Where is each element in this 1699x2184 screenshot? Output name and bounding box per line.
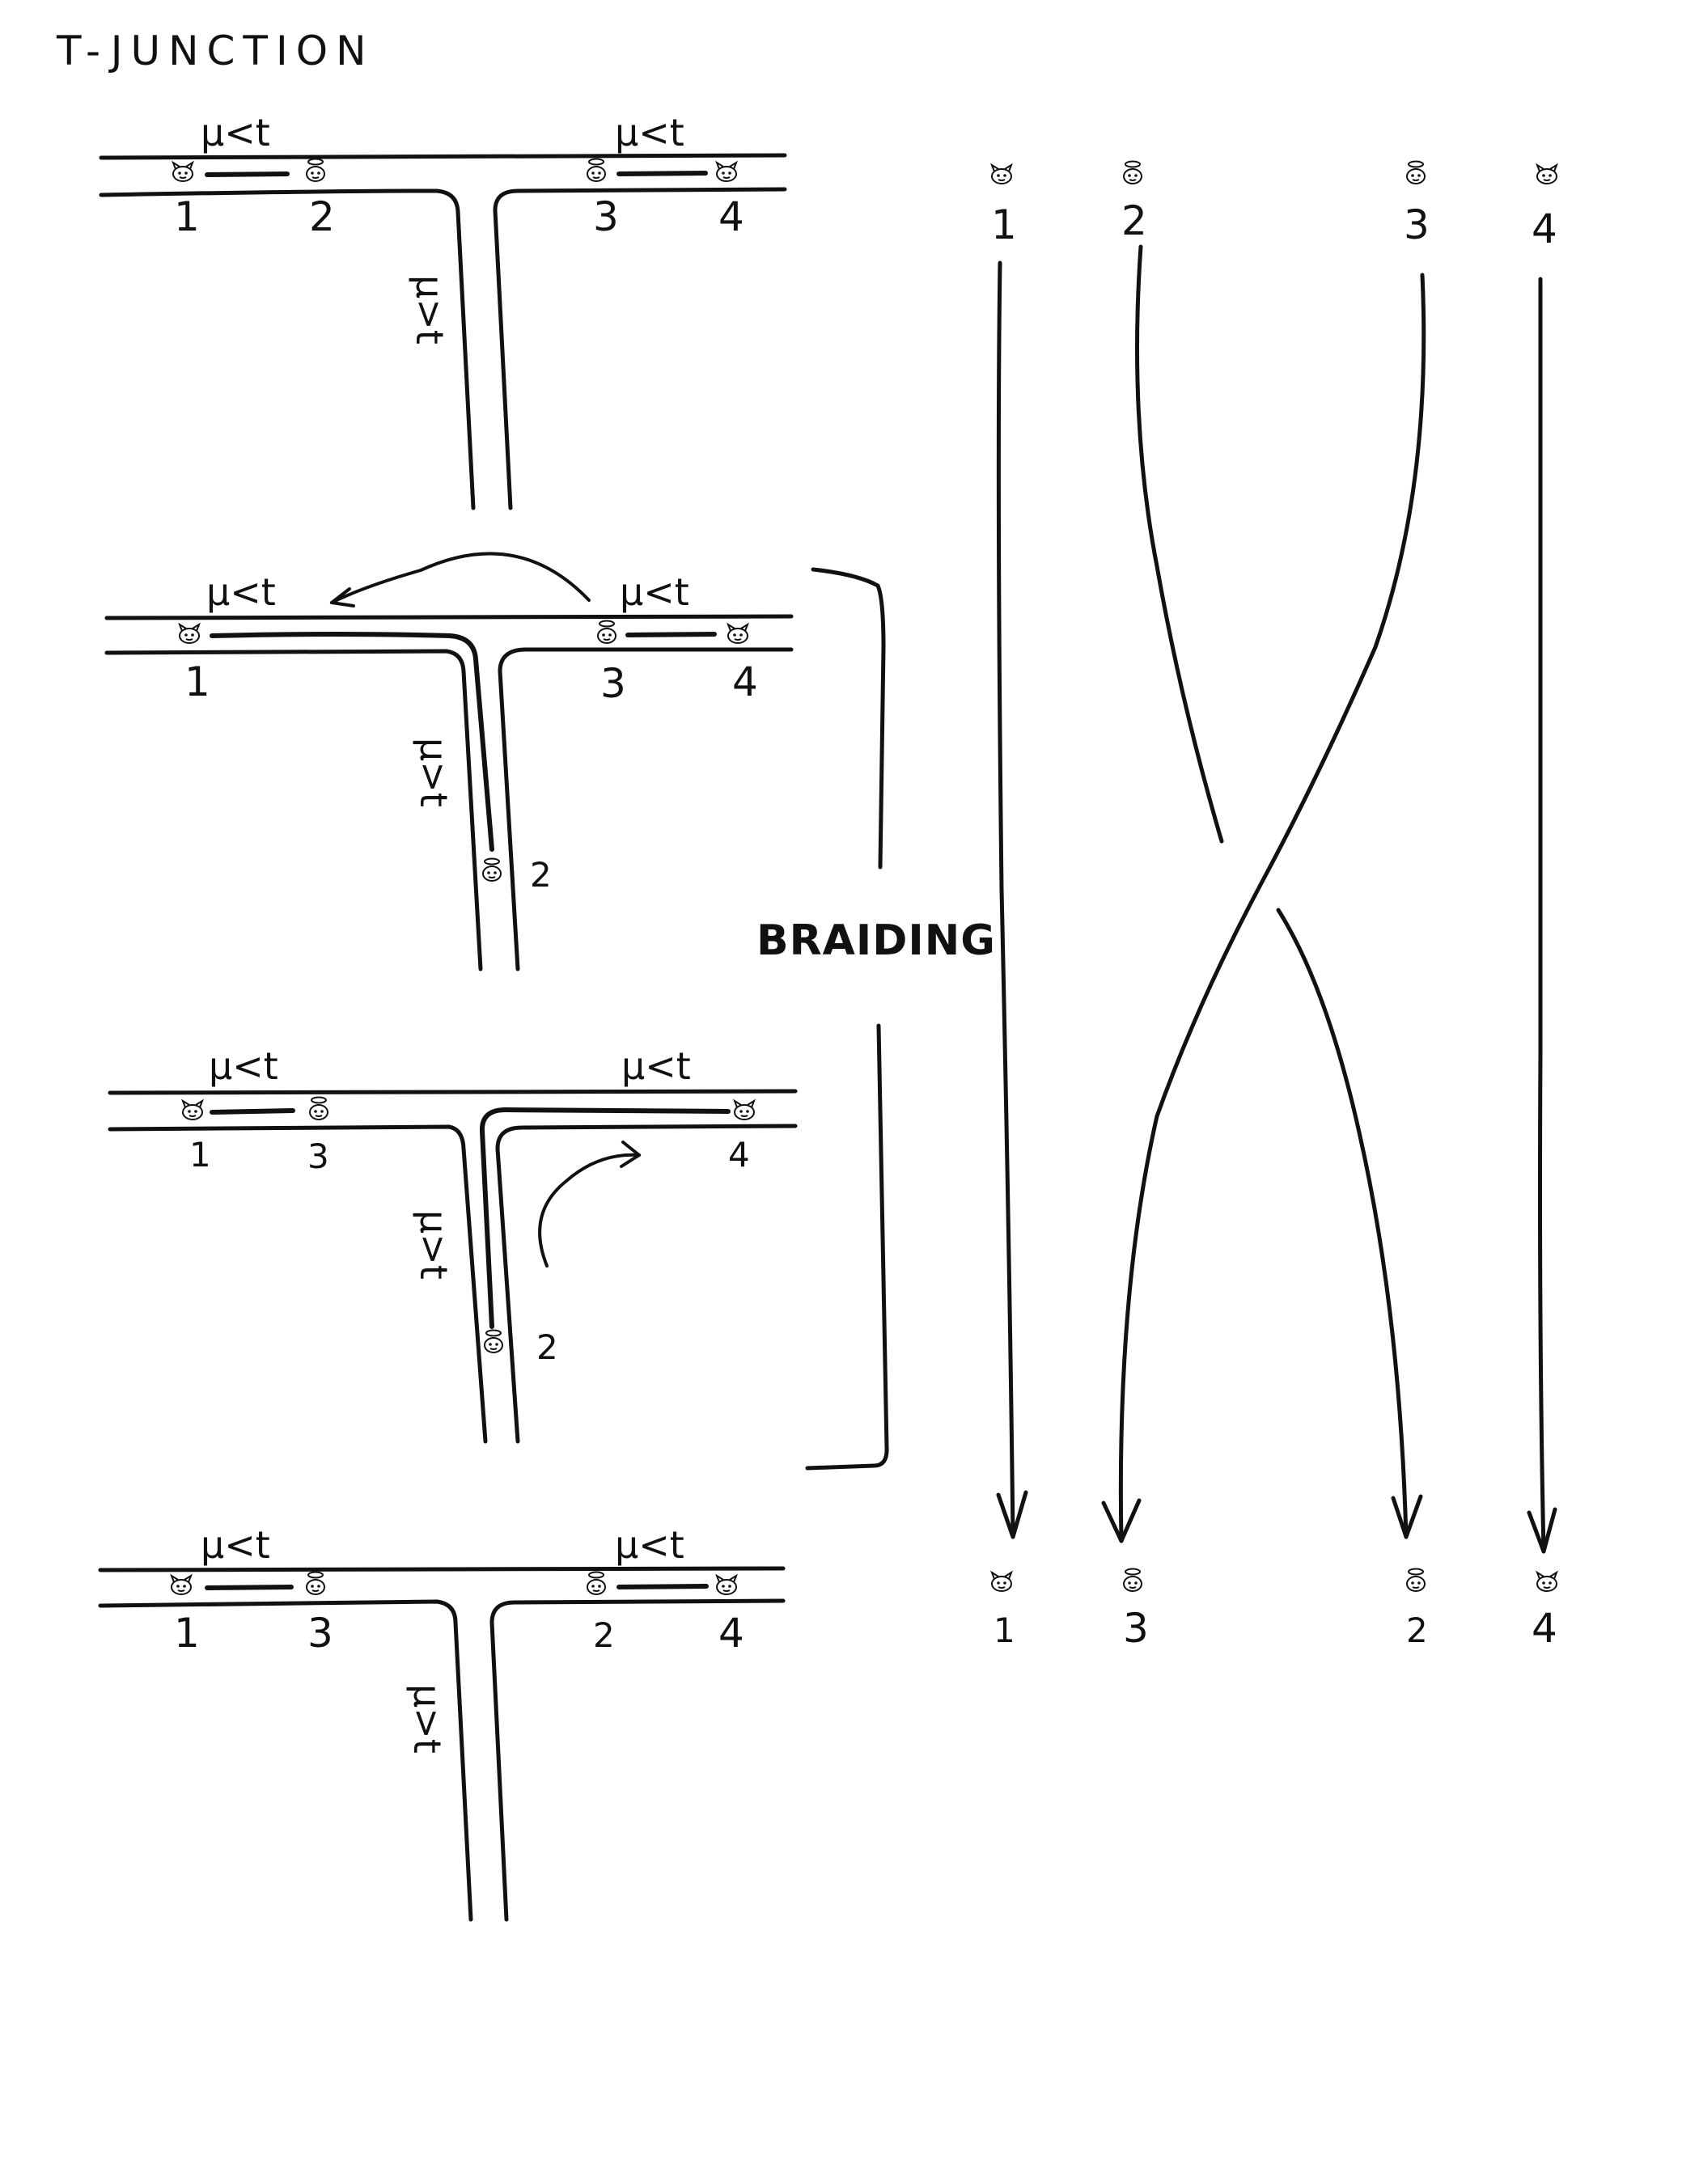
braid-arrowhead bbox=[1527, 1507, 1557, 1554]
wire-number: 4 bbox=[718, 1610, 744, 1657]
wire-number: 3 bbox=[307, 1610, 333, 1657]
devil-face-icon bbox=[172, 162, 193, 182]
devil-face-icon bbox=[734, 1100, 755, 1120]
braid-top-number: 4 bbox=[1532, 205, 1557, 252]
braid-top-number: 2 bbox=[1121, 197, 1147, 244]
angel-face-icon bbox=[306, 1571, 325, 1595]
panel-1-wire-shape bbox=[99, 153, 787, 510]
wire-number: 1 bbox=[174, 193, 200, 240]
braid-strand-2 bbox=[1135, 244, 1224, 844]
devil-face-icon bbox=[716, 162, 737, 182]
panel-3-left-condition: μ<t bbox=[209, 1044, 278, 1088]
panel-1: μ<t μ<t μ>t 1 2 3 4 bbox=[99, 111, 787, 510]
panel-2-wire-shape bbox=[104, 552, 794, 971]
panel-4-vertical-condition: μ>t bbox=[405, 1684, 449, 1754]
panel-1-right-condition: μ<t bbox=[615, 111, 684, 154]
wire-number: 2 bbox=[309, 193, 335, 240]
angel-face-icon bbox=[587, 1571, 606, 1595]
panel-3-right-condition: μ<t bbox=[621, 1044, 691, 1088]
braid-strand-3 bbox=[1118, 273, 1426, 1543]
devil-face-icon bbox=[716, 1575, 737, 1595]
wire-number: 1 bbox=[174, 1610, 200, 1657]
moving-wire-number: 2 bbox=[536, 1327, 558, 1367]
panel-3-vertical-condition: μ>t bbox=[412, 1210, 455, 1280]
diagram-title: T-JUNCTION bbox=[56, 28, 374, 74]
panel-4-wire-shape bbox=[98, 1566, 786, 1922]
moving-wire-number: 2 bbox=[530, 855, 552, 895]
angel-face-icon bbox=[484, 1329, 503, 1353]
panel-2: μ<t μ<t μ>t 1 3 4 2 bbox=[104, 552, 794, 971]
wire-number: 3 bbox=[307, 1136, 329, 1176]
devil-face-icon bbox=[727, 624, 748, 644]
wire-number: 3 bbox=[593, 193, 619, 240]
wire-number: 3 bbox=[600, 660, 626, 707]
braid-strand-4 bbox=[1538, 277, 1546, 1554]
braid-arrowhead bbox=[1101, 1498, 1142, 1543]
panel-2-right-condition: μ<t bbox=[620, 570, 689, 614]
braid-strand-2-continued bbox=[1276, 908, 1409, 1539]
braid-bottom-number: 3 bbox=[1123, 1605, 1149, 1652]
braid-arrowhead bbox=[996, 1490, 1028, 1539]
angel-face-icon bbox=[1123, 160, 1142, 184]
wire-number: 2 bbox=[593, 1615, 615, 1655]
angel-face-icon bbox=[306, 158, 325, 182]
panel-2-left-condition: μ<t bbox=[206, 570, 276, 614]
braid-diagram: 1 2 3 4 1 3 2 4 bbox=[991, 160, 1557, 1652]
angel-face-icon bbox=[1406, 160, 1426, 184]
wire-number: 1 bbox=[189, 1135, 211, 1175]
panel-1-vertical-condition: μ>t bbox=[408, 275, 451, 345]
wire-number: 4 bbox=[728, 1135, 750, 1175]
panel-2-vertical-condition: μ>t bbox=[412, 738, 455, 807]
panel-4-left-condition: μ<t bbox=[201, 1523, 270, 1567]
panel-4: μ<t μ<t μ>t 1 3 2 4 bbox=[98, 1523, 786, 1922]
angel-face-icon bbox=[1406, 1568, 1426, 1592]
panel-1-left-condition: μ<t bbox=[201, 111, 270, 154]
braid-bottom-number: 2 bbox=[1406, 1610, 1428, 1650]
devil-face-icon bbox=[182, 1100, 203, 1120]
braid-bottom-number: 1 bbox=[994, 1610, 1015, 1650]
angel-face-icon bbox=[482, 857, 502, 882]
devil-face-icon bbox=[991, 1572, 1012, 1592]
wire-number: 4 bbox=[732, 658, 758, 705]
angel-face-icon bbox=[1123, 1568, 1142, 1592]
angel-face-icon bbox=[587, 158, 606, 182]
braiding-bracket: BRAIDING bbox=[756, 567, 996, 1471]
panel-3-wire-shape bbox=[108, 1089, 798, 1444]
braid-top-number: 1 bbox=[991, 201, 1017, 248]
wire-number: 4 bbox=[718, 193, 744, 240]
angel-face-icon bbox=[597, 620, 616, 644]
braid-arrowhead bbox=[1391, 1494, 1423, 1539]
braid-strand-1 bbox=[996, 260, 1015, 1539]
wire-number: 1 bbox=[184, 658, 210, 705]
devil-face-icon bbox=[171, 1575, 192, 1595]
panel-3: μ<t μ<t μ>t 1 3 4 2 bbox=[108, 1044, 798, 1444]
braiding-label: BRAIDING bbox=[756, 916, 996, 965]
devil-face-icon bbox=[1536, 164, 1557, 184]
panel-4-right-condition: μ<t bbox=[615, 1523, 684, 1567]
devil-face-icon bbox=[1536, 1572, 1557, 1592]
braid-top-number: 3 bbox=[1404, 201, 1430, 248]
angel-face-icon bbox=[309, 1096, 328, 1120]
braid-bottom-number: 4 bbox=[1532, 1605, 1557, 1652]
devil-face-icon bbox=[991, 164, 1012, 184]
devil-face-icon bbox=[179, 624, 200, 644]
